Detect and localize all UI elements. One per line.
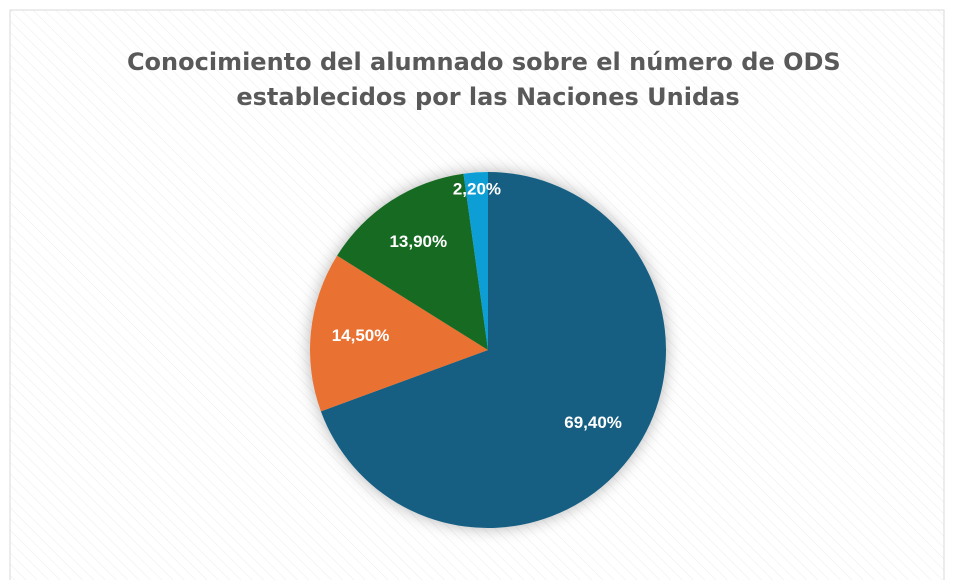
data-label: 13,90% (389, 232, 447, 251)
data-label: 69,40% (564, 413, 622, 432)
pie (310, 172, 666, 528)
data-label: 2,20% (453, 180, 501, 199)
pie-slice (463, 172, 488, 350)
pie-slice (337, 173, 488, 350)
labels: 69,40% 14,50% 13,90% 2,20% (332, 180, 622, 432)
chart-title: Conocimiento del alumnado sobre el númer… (127, 48, 849, 111)
pie-slice (320, 172, 666, 528)
pie-slice (310, 255, 488, 412)
title-line: Conocimiento del alumnado sobre el númer… (127, 48, 841, 76)
data-label: 14,50% (332, 326, 390, 345)
title-line: establecidos por las Naciones Unidas (236, 83, 739, 111)
